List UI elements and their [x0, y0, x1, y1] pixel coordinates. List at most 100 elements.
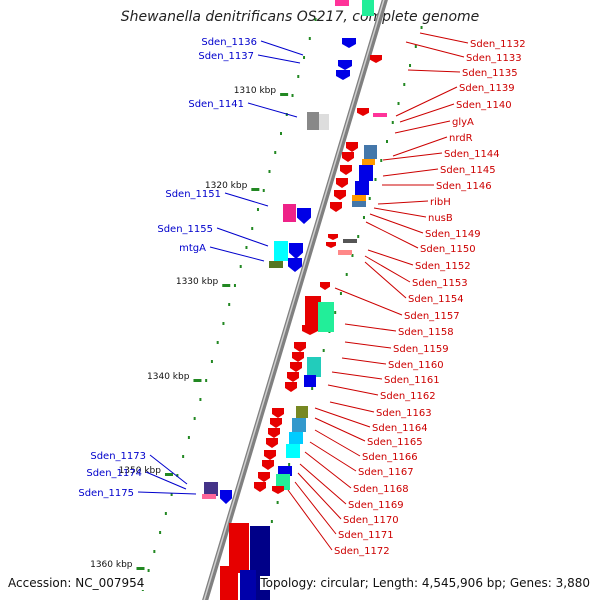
gene-label: Sden_1175: [78, 488, 134, 499]
gene-label: Sden_1141: [188, 99, 244, 110]
gene-arrow: [336, 70, 350, 80]
gene-arrow: [330, 202, 342, 212]
tick-dot: [170, 493, 173, 496]
leader-line: [260, 40, 304, 56]
gene-arrow: [268, 428, 280, 438]
map-title: Shewanella denitrificans OS217, complete…: [120, 9, 480, 25]
gene-features: [202, 0, 387, 600]
gene-arrow: [326, 242, 336, 248]
leader-line: [392, 136, 448, 157]
leader-line: [137, 491, 197, 495]
tick-dot: [391, 121, 394, 124]
tick-dot: [147, 569, 150, 572]
gene-label: Sden_1144: [444, 149, 500, 160]
gene-label: Sden_1161: [384, 375, 440, 386]
gene-arrow: [320, 282, 330, 290]
tick-dot: [288, 463, 291, 466]
gene-block: [335, 0, 349, 6]
leader-line: [209, 246, 265, 262]
gene-arrow: [287, 372, 299, 382]
gene-block: [274, 241, 288, 261]
gene-arrow: [334, 190, 346, 200]
gene-arrow: [294, 342, 306, 352]
gene-block: [229, 523, 249, 573]
leader-line: [407, 69, 461, 73]
scale-tick-label: 1350 kbp: [119, 466, 162, 476]
leader-line: [145, 471, 187, 490]
tick-dot: [205, 379, 208, 382]
scale-tick-mark: [136, 567, 145, 570]
gene-block: [359, 165, 373, 181]
gene-block: [364, 145, 377, 159]
gene-block: [338, 250, 352, 255]
tick-dot: [187, 436, 190, 439]
gene-label: Sden_1149: [425, 229, 481, 240]
tick-dot: [153, 550, 156, 553]
gene-arrow: [342, 152, 354, 162]
gene-label: Sden_1136: [201, 37, 257, 48]
gene-label: Sden_1171: [338, 530, 394, 541]
gene-label: Sden_1164: [372, 423, 428, 434]
gene-arrow: [272, 408, 284, 418]
gene-label: Sden_1158: [398, 327, 454, 338]
gene-block: [204, 482, 218, 496]
tick-dot: [380, 159, 383, 162]
right-labels: Sden_1132 Sden_1133 Sden_1135 Sden_1139 Sden…: [287, 32, 526, 557]
gene-arrow: [264, 450, 276, 460]
gene-block: [292, 418, 306, 432]
gene-label: Sden_1167: [358, 467, 414, 478]
tick-dot: [397, 102, 400, 105]
gene-arrow: [290, 362, 302, 372]
gene-label: glyA: [452, 117, 474, 128]
gene-block: [352, 195, 366, 201]
leader-line: [294, 481, 337, 535]
tick-dot: [368, 197, 371, 200]
gene-block: [362, 0, 374, 16]
gene-label: nrdR: [449, 133, 473, 144]
leader-line: [382, 168, 439, 177]
leader-line: [299, 463, 347, 505]
leader-line: [365, 221, 419, 249]
gene-arrow: [285, 382, 297, 392]
gene-arrow: [289, 243, 303, 259]
gene-arrow: [328, 234, 338, 240]
tick-dots: [141, 18, 423, 599]
scale-tick-label: 1310 kbp: [234, 86, 277, 96]
gene-arrow: [346, 142, 358, 152]
tick-dot: [164, 512, 167, 515]
gene-block: [296, 406, 308, 418]
scale-tick-label: 1330 kbp: [176, 277, 219, 287]
gene-label: Sden_1154: [408, 294, 464, 305]
leader-line: [373, 207, 427, 218]
tick-dot: [374, 178, 377, 181]
tick-dot: [274, 151, 277, 154]
leader-line: [247, 102, 298, 118]
leader-line: [224, 192, 269, 207]
gene-arrow: [288, 258, 302, 272]
tick-dot: [276, 501, 279, 504]
leader-line: [314, 417, 366, 442]
gene-block: [307, 112, 319, 130]
backbone-highlight: [203, 0, 385, 600]
gene-label: Sden_1169: [348, 500, 404, 511]
gene-label: Sden_1174: [86, 468, 142, 479]
gene-label: Sden_1163: [376, 408, 432, 419]
gene-block: [307, 357, 321, 377]
tick-dot: [245, 246, 248, 249]
tick-dot: [291, 94, 294, 97]
leader-line: [405, 41, 465, 58]
scale-tick-mark: [164, 473, 173, 476]
gene-block: [355, 181, 369, 195]
tick-dot: [303, 56, 306, 59]
leader-line: [304, 451, 352, 489]
tick-dot: [222, 322, 225, 325]
leader-line: [377, 200, 429, 205]
gene-label: Sden_1157: [404, 311, 460, 322]
leader-line: [382, 152, 443, 161]
backbone-line: [202, 0, 388, 600]
gene-label: Sden_1151: [165, 189, 221, 200]
leader-line: [419, 32, 469, 44]
gene-label: Sden_1170: [343, 515, 399, 526]
gene-block: [318, 302, 334, 332]
tick-dot: [210, 360, 213, 363]
